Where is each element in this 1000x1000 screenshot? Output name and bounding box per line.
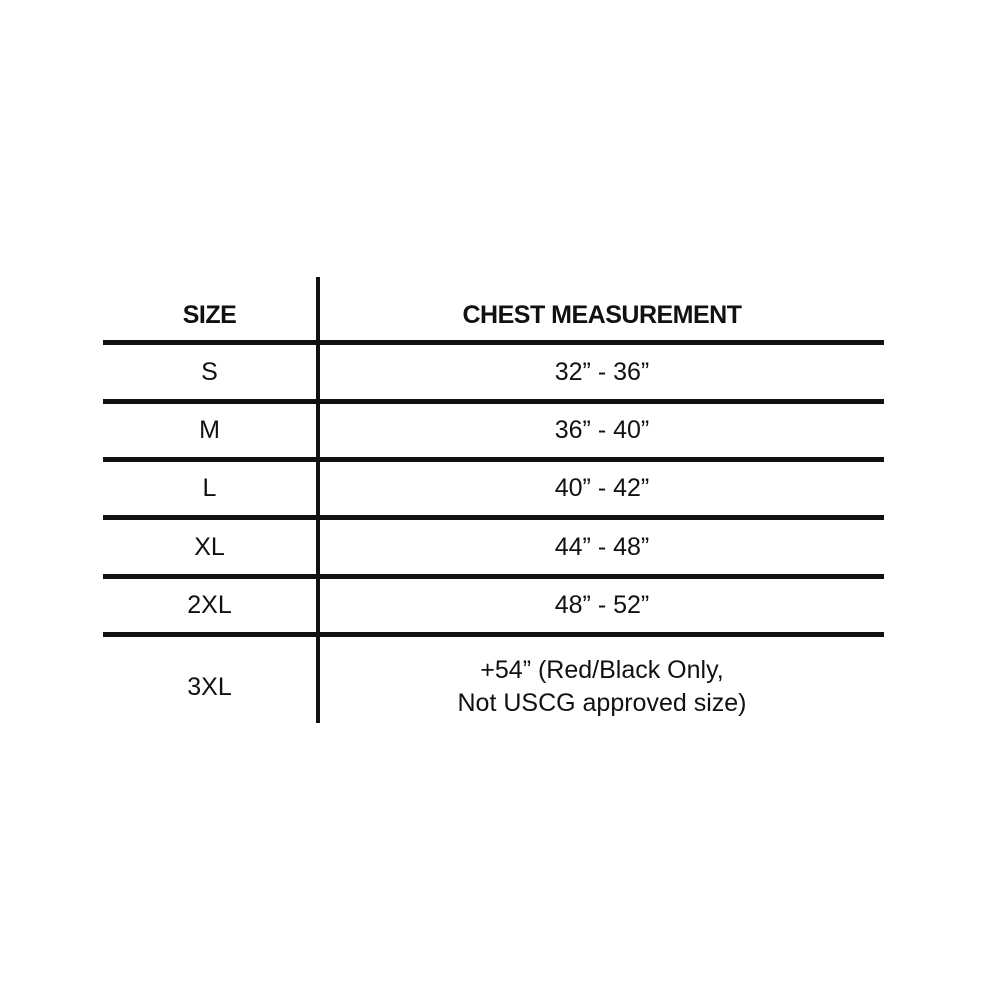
- row-divider: [103, 574, 884, 579]
- size-cell: S: [201, 357, 218, 386]
- chest-cell: 44” - 48”: [554, 532, 650, 561]
- chest-cell: 40” - 42”: [554, 474, 650, 502]
- row-divider: [103, 457, 884, 462]
- header-size: SIZE: [182, 300, 237, 329]
- row-divider: [103, 340, 884, 345]
- chest-cell: +54” (Red/Black Only, Not USCG approved …: [457, 656, 747, 717]
- row-divider: [103, 632, 884, 637]
- row-divider: [103, 515, 884, 520]
- chest-cell: 32” - 36”: [554, 357, 650, 386]
- chest-cell: 36” - 40”: [554, 416, 650, 444]
- header-chest-measurement: CHEST MEASUREMENT: [462, 300, 742, 329]
- size-cell: 3XL: [187, 672, 232, 701]
- chest-cell: 48” - 52”: [554, 591, 650, 619]
- size-cell: M: [199, 416, 220, 444]
- size-cell: 2XL: [187, 591, 232, 619]
- column-divider: [316, 277, 320, 723]
- size-cell: XL: [194, 532, 225, 561]
- size-cell: L: [202, 474, 217, 502]
- row-divider: [103, 399, 884, 404]
